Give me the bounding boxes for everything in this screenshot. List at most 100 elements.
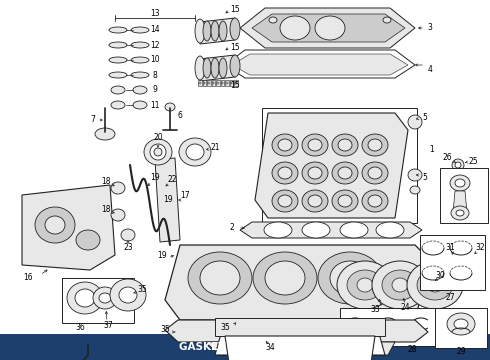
Ellipse shape bbox=[93, 287, 117, 309]
Text: 35: 35 bbox=[160, 325, 170, 334]
Text: 2: 2 bbox=[230, 224, 234, 233]
Ellipse shape bbox=[372, 261, 428, 309]
Text: 11: 11 bbox=[150, 100, 160, 109]
Bar bbox=[202, 80, 206, 86]
Ellipse shape bbox=[308, 167, 322, 179]
Bar bbox=[207, 80, 211, 86]
Ellipse shape bbox=[278, 167, 292, 179]
Text: 17: 17 bbox=[180, 190, 190, 199]
Text: 15: 15 bbox=[230, 42, 240, 51]
Ellipse shape bbox=[407, 261, 463, 309]
Ellipse shape bbox=[133, 86, 147, 94]
Text: 33: 33 bbox=[370, 306, 380, 315]
Ellipse shape bbox=[165, 103, 175, 111]
Ellipse shape bbox=[278, 195, 292, 207]
Polygon shape bbox=[240, 222, 422, 238]
Text: 13: 13 bbox=[150, 9, 160, 18]
Ellipse shape bbox=[272, 162, 298, 184]
Ellipse shape bbox=[76, 230, 100, 250]
Bar bbox=[230, 82, 232, 84]
Text: 34: 34 bbox=[265, 343, 275, 352]
Bar bbox=[435, 308, 487, 348]
Text: 21: 21 bbox=[210, 144, 220, 153]
Text: 35: 35 bbox=[220, 324, 230, 333]
Ellipse shape bbox=[272, 134, 298, 156]
Ellipse shape bbox=[75, 289, 95, 307]
Text: 14: 14 bbox=[150, 26, 160, 35]
Ellipse shape bbox=[110, 279, 146, 311]
Ellipse shape bbox=[452, 159, 464, 171]
Bar bbox=[217, 82, 219, 84]
Ellipse shape bbox=[408, 115, 422, 129]
Text: 3: 3 bbox=[428, 23, 433, 32]
Text: 32: 32 bbox=[475, 243, 485, 252]
Ellipse shape bbox=[131, 72, 149, 78]
Bar bbox=[340, 308, 480, 346]
Ellipse shape bbox=[454, 319, 468, 329]
Ellipse shape bbox=[111, 101, 125, 109]
Ellipse shape bbox=[144, 139, 172, 165]
Ellipse shape bbox=[35, 207, 75, 243]
Text: GASKET KIT, ENGINE O: GASKET KIT, ENGINE O bbox=[179, 342, 311, 352]
Text: 29: 29 bbox=[456, 347, 466, 356]
Polygon shape bbox=[200, 55, 235, 81]
Text: 18: 18 bbox=[101, 206, 111, 215]
Ellipse shape bbox=[368, 139, 382, 151]
Ellipse shape bbox=[200, 261, 240, 295]
Ellipse shape bbox=[109, 57, 127, 63]
Text: 15: 15 bbox=[230, 5, 240, 14]
Text: 30: 30 bbox=[435, 270, 445, 279]
Text: 12: 12 bbox=[150, 40, 160, 49]
Ellipse shape bbox=[308, 195, 322, 207]
Ellipse shape bbox=[111, 182, 125, 194]
Bar bbox=[213, 82, 214, 84]
Ellipse shape bbox=[347, 270, 383, 300]
Bar bbox=[62, 278, 134, 323]
Polygon shape bbox=[240, 8, 415, 48]
Polygon shape bbox=[225, 336, 375, 360]
Text: 9: 9 bbox=[152, 85, 157, 94]
Ellipse shape bbox=[278, 139, 292, 151]
Text: 7: 7 bbox=[91, 116, 96, 125]
Bar bbox=[235, 82, 237, 84]
Ellipse shape bbox=[121, 229, 135, 241]
Text: 10: 10 bbox=[150, 55, 160, 64]
Ellipse shape bbox=[410, 186, 420, 194]
Ellipse shape bbox=[338, 139, 352, 151]
Polygon shape bbox=[22, 185, 115, 270]
Bar bbox=[220, 80, 224, 86]
Ellipse shape bbox=[338, 167, 352, 179]
Bar bbox=[198, 80, 201, 86]
Ellipse shape bbox=[362, 134, 388, 156]
Ellipse shape bbox=[362, 190, 388, 212]
Text: 28: 28 bbox=[407, 346, 417, 355]
Ellipse shape bbox=[195, 19, 205, 43]
Ellipse shape bbox=[203, 21, 211, 41]
Text: 6: 6 bbox=[177, 111, 182, 120]
Ellipse shape bbox=[357, 278, 373, 292]
Ellipse shape bbox=[111, 209, 125, 221]
Text: 16: 16 bbox=[23, 274, 33, 283]
Text: 25: 25 bbox=[468, 158, 478, 166]
Text: 31: 31 bbox=[445, 243, 455, 252]
Ellipse shape bbox=[392, 278, 408, 292]
Polygon shape bbox=[205, 342, 395, 355]
Ellipse shape bbox=[315, 16, 345, 40]
Ellipse shape bbox=[219, 21, 227, 41]
Text: 15: 15 bbox=[230, 81, 240, 90]
Text: 19: 19 bbox=[157, 251, 167, 260]
Ellipse shape bbox=[280, 16, 310, 40]
Text: 5: 5 bbox=[422, 174, 427, 183]
Text: 8: 8 bbox=[152, 71, 157, 80]
Ellipse shape bbox=[376, 222, 404, 238]
Ellipse shape bbox=[302, 222, 330, 238]
Ellipse shape bbox=[45, 216, 65, 234]
Text: 23: 23 bbox=[123, 243, 133, 252]
Ellipse shape bbox=[211, 21, 219, 41]
Bar bbox=[199, 82, 200, 84]
Polygon shape bbox=[453, 191, 467, 213]
Ellipse shape bbox=[463, 247, 481, 263]
Ellipse shape bbox=[186, 144, 204, 160]
Ellipse shape bbox=[133, 101, 147, 109]
Polygon shape bbox=[215, 330, 385, 355]
